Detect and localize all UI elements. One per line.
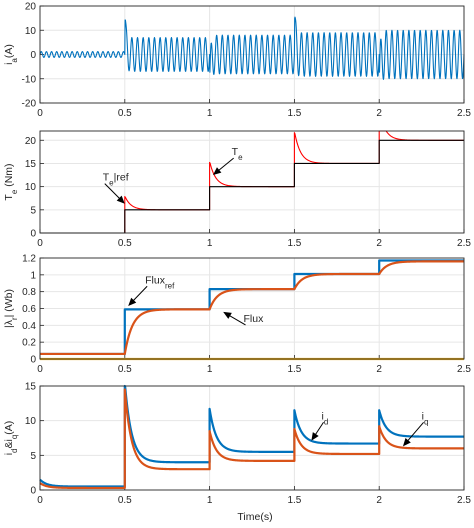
- annotation-arrowhead-1: [128, 297, 137, 306]
- x-tick-label: 1.5: [287, 495, 301, 506]
- y-axis-label: Te (Nm): [3, 163, 19, 200]
- x-tick-label: 1.5: [287, 364, 301, 375]
- y-tick-label: 0.2: [22, 338, 36, 349]
- series-line-2: [39, 388, 465, 490]
- annotation-label-2: Te: [232, 146, 243, 162]
- annotation-label-2: iq: [422, 410, 429, 426]
- y-tick-label: 0: [30, 50, 36, 61]
- x-tick-label: 2.5: [457, 495, 471, 506]
- x-tick-label: 1: [207, 238, 213, 249]
- y-tick-label: 15: [25, 159, 37, 170]
- annotation-label-1: Te|ref: [103, 172, 129, 188]
- x-axis-label: Time(s): [237, 511, 272, 523]
- annotation-arrowhead-2: [402, 437, 411, 447]
- annotation-arrowhead-1: [116, 195, 125, 204]
- x-tick-label: 2.5: [457, 108, 471, 119]
- y-tick-label: 5: [30, 205, 36, 216]
- y-tick-label: 0.4: [22, 321, 36, 332]
- y-tick-label: -10: [22, 74, 37, 85]
- y-axis-label: ia(A): [3, 44, 19, 65]
- annotation-arrowhead-2: [223, 311, 232, 319]
- x-tick-label: 2: [376, 238, 382, 249]
- y-tick-label: 20: [25, 2, 37, 13]
- x-tick-label: 0.5: [118, 364, 132, 375]
- panel-1: 0 0.5 1 1.5 2 2.5 -20 -10 0 10 20 ia(A): [3, 2, 471, 120]
- annotation-arrow-2: [217, 157, 234, 172]
- annotation-label-1: id: [322, 410, 329, 426]
- x-tick-label: 1: [207, 108, 213, 119]
- annotation-arrowhead-1: [311, 432, 319, 441]
- panel-3: 0 0.5 1 1.5 2 2.5 0 0.2 0.4 0.6 0.8 1 1.2 |λr| (Wb) Fl…: [3, 254, 471, 376]
- plot-frame: [39, 5, 465, 104]
- series-line-1: [39, 16, 465, 80]
- y-tick-label: 5: [30, 451, 36, 462]
- plot-frame: [39, 385, 465, 491]
- x-tick-label: 2: [376, 495, 382, 506]
- x-tick-label: 1: [207, 495, 213, 506]
- x-tick-label: 0.5: [118, 238, 132, 249]
- x-tick-label: 0: [37, 108, 43, 119]
- annotation-label-2: Flux: [244, 313, 265, 325]
- y-tick-label: 0.6: [22, 304, 36, 315]
- annotation-arrow-2: [228, 314, 246, 326]
- x-tick-label: 2: [376, 364, 382, 375]
- annotation-arrow-1: [314, 422, 324, 437]
- x-tick-label: 2.5: [457, 238, 471, 249]
- y-axis-label: id&iq(A): [3, 421, 19, 456]
- x-tick-label: 0: [37, 495, 43, 506]
- series-line-2: [40, 260, 465, 356]
- y-tick-label: 20: [25, 136, 37, 147]
- y-tick-label: 10: [25, 182, 37, 193]
- plot-frame: [39, 130, 465, 234]
- y-tick-label: 0: [30, 486, 36, 497]
- panel-2: 0 0.5 1 1.5 2 2.5 0 5 10 15 20 Te (Nm) Te|ref Te: [3, 130, 471, 249]
- x-tick-label: 1.5: [287, 108, 301, 119]
- y-tick-label: 10: [25, 416, 37, 427]
- x-tick-label: 0.5: [118, 108, 132, 119]
- y-tick-label: 1.2: [22, 254, 36, 265]
- annotation-arrow-2: [406, 421, 424, 443]
- y-tick-label: 10: [25, 26, 37, 37]
- x-tick-label: 1: [207, 364, 213, 375]
- y-tick-label: -20: [22, 99, 37, 110]
- y-tick-label: 1: [30, 270, 36, 281]
- panel-4: 0 0.5 1 1.5 2 2.5 0 5 10 15 id&iq(A) id iq: [3, 382, 471, 507]
- y-tick-label: 0: [30, 355, 36, 366]
- y-tick-label: 0.8: [22, 287, 36, 298]
- x-tick-label: 0: [37, 238, 43, 249]
- y-tick-label: 15: [25, 382, 37, 393]
- annotation-label-1: Fluxref: [145, 274, 175, 290]
- series-line-2: [40, 139, 464, 234]
- x-tick-label: 1.5: [287, 238, 301, 249]
- plot-frame: [39, 257, 465, 360]
- y-tick-label: 0: [30, 229, 36, 240]
- x-tick-label: 0: [37, 364, 43, 375]
- x-tick-label: 0.5: [118, 495, 132, 506]
- annotation-arrowhead-2: [212, 167, 222, 176]
- y-axis-label: |λr| (Wb): [3, 289, 19, 328]
- annotation-arrow-1: [131, 285, 148, 302]
- series-line-1: [39, 384, 465, 488]
- x-tick-label: 2.5: [457, 364, 471, 375]
- x-tick-label: 2: [376, 108, 382, 119]
- annotation-arrow-1: [104, 183, 121, 200]
